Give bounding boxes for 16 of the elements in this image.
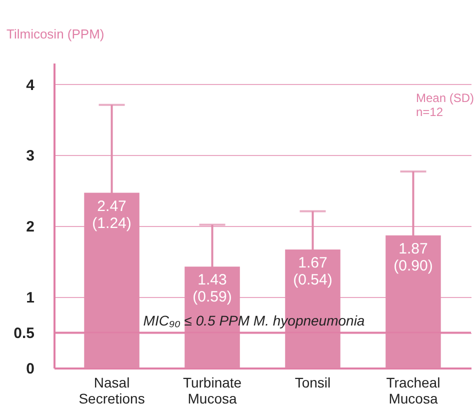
y-tick-label: 4 [26, 76, 36, 94]
y-tick-label: 0 [26, 360, 34, 378]
y-tick-label: 0.5 [14, 325, 34, 342]
x-tick-label: Tracheal Mucosa [386, 374, 440, 406]
x-tick-label: Tonsil [294, 374, 331, 390]
annotation: Mean (SD) n=12 [416, 91, 474, 119]
data-label: 2.47 (1.24) [92, 198, 132, 232]
y-tick-label: 3 [26, 148, 34, 165]
x-tick-label: Turbinate Mucosa [182, 374, 242, 406]
data-label: 1.67 (0.54) [293, 254, 332, 289]
data-label: 1.87 (0.90) [394, 240, 433, 274]
data-label: 1.43 (0.59) [192, 272, 232, 306]
y-axis-title: Tilmicosin (PPM) [6, 26, 104, 42]
y-tick-label: 2 [26, 218, 34, 236]
y-tick-label: 1 [26, 290, 34, 307]
x-tick-label: Nasal Secretions [78, 374, 145, 406]
